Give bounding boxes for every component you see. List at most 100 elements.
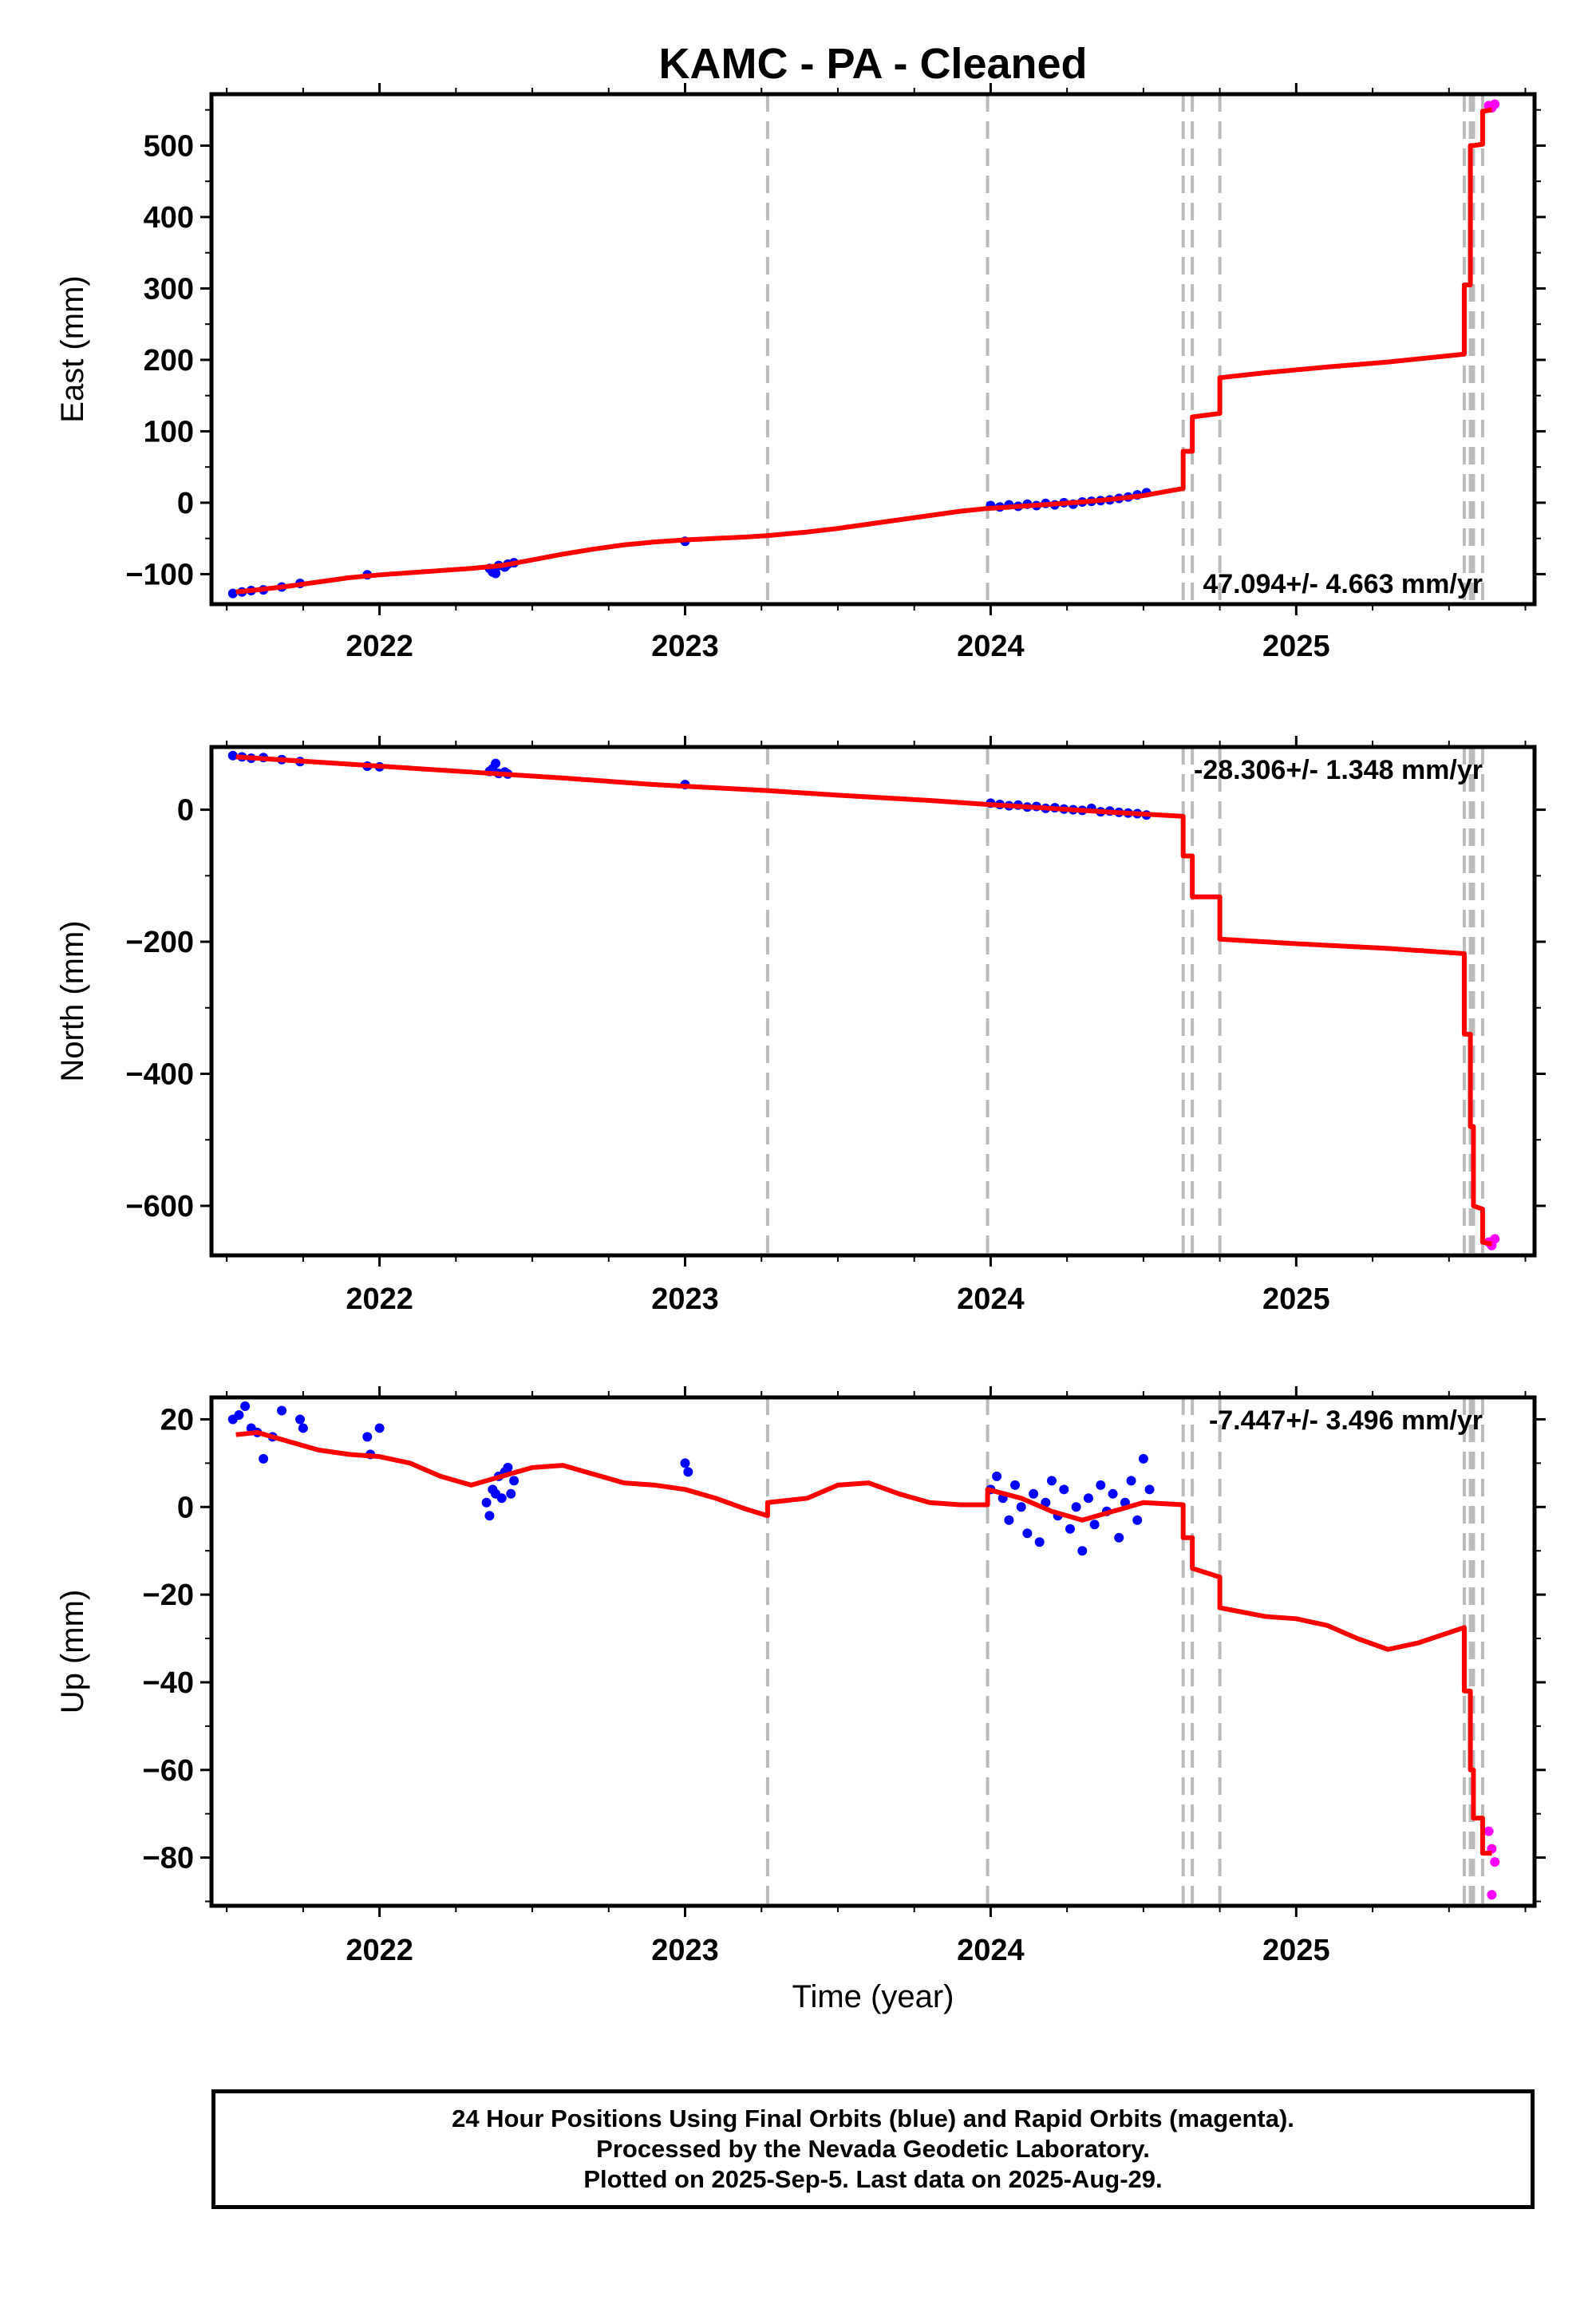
model-line bbox=[235, 1429, 1492, 1856]
rate-label: -28.306+/- 1.348 mm/yr bbox=[1194, 755, 1483, 785]
final-orbit-point bbox=[1010, 1480, 1021, 1490]
x-tick-label: 2023 bbox=[651, 630, 719, 663]
x-tick-label: 2024 bbox=[957, 1934, 1025, 1967]
x-tick-label: 2022 bbox=[346, 630, 413, 663]
y-tick-label: 300 bbox=[144, 272, 194, 306]
east-panel: −100 0 100 200 300 400 500 2022 2023 2024 2025 East… bbox=[55, 83, 1546, 663]
y-tick-label: 200 bbox=[144, 344, 194, 377]
final-orbit-point bbox=[298, 1423, 308, 1433]
model-line bbox=[235, 754, 1493, 1247]
final-orbit-point bbox=[295, 1414, 306, 1425]
model-line bbox=[235, 107, 1492, 595]
plot-area bbox=[227, 747, 1500, 1255]
x-tick-label: 2025 bbox=[1262, 630, 1330, 663]
y-axis-label: East (mm) bbox=[55, 275, 90, 422]
final-orbit-point bbox=[1047, 1476, 1057, 1486]
x-tick-label: 2024 bbox=[957, 1282, 1025, 1316]
final-orbit-point bbox=[1065, 1524, 1075, 1534]
y-tick-label: −60 bbox=[143, 1754, 194, 1788]
footer-box: 24 Hour Positions Using Final Orbits (bl… bbox=[211, 2089, 1535, 2209]
y-tick-label: −20 bbox=[143, 1579, 194, 1612]
y-tick-label: −200 bbox=[125, 926, 194, 959]
y-tick-label: −400 bbox=[125, 1058, 194, 1092]
y-tick-label: 0 bbox=[177, 1491, 194, 1524]
final-orbit-point bbox=[1004, 1515, 1014, 1525]
final-orbit-point bbox=[1016, 1502, 1026, 1512]
y-tick-label: 20 bbox=[160, 1403, 194, 1437]
x-tick-label: 2023 bbox=[651, 1282, 719, 1316]
final-orbit-point bbox=[683, 1467, 693, 1477]
y-tick-label: 0 bbox=[177, 487, 194, 520]
plot-frame bbox=[209, 745, 1537, 1258]
final-orbit-point bbox=[1132, 1515, 1143, 1525]
final-orbit-point bbox=[1029, 1488, 1039, 1499]
final-orbit-point bbox=[481, 1497, 492, 1508]
north-panel: −600 −400 −200 0 2022 2023 2024 2025 North (mm) -… bbox=[55, 736, 1546, 1316]
y-tick-label: −80 bbox=[143, 1842, 194, 1875]
y-tick-label: −600 bbox=[125, 1190, 194, 1223]
final-orbit-point bbox=[491, 568, 501, 579]
y-tick-label: 400 bbox=[144, 201, 194, 235]
final-orbit-point bbox=[680, 1458, 690, 1468]
x-tick-label: 2022 bbox=[346, 1282, 413, 1316]
x-tick-label: 2022 bbox=[346, 1934, 413, 1967]
rapid-orbit-point bbox=[1483, 1826, 1494, 1836]
final-orbit-point bbox=[1041, 1497, 1051, 1508]
up-panel: −80 −60 −40 −20 0 20 2022 2023 2024 2025 Up (mm) -7… bbox=[55, 1386, 1546, 1967]
plot-area bbox=[227, 94, 1500, 604]
x-tick-label: 2025 bbox=[1262, 1934, 1330, 1967]
rapid-orbit-point bbox=[1490, 1857, 1500, 1867]
x-tick-label: 2025 bbox=[1262, 1282, 1330, 1316]
final-orbit-point bbox=[1096, 1480, 1106, 1490]
final-orbit-point bbox=[1059, 1484, 1069, 1495]
final-orbit-point bbox=[1089, 1520, 1100, 1530]
final-orbit-point bbox=[234, 1409, 244, 1420]
final-orbit-point bbox=[506, 1488, 516, 1499]
final-orbit-point bbox=[240, 1401, 251, 1411]
final-orbit-point bbox=[509, 1476, 519, 1486]
final-orbit-point bbox=[992, 1471, 1002, 1481]
final-orbit-point bbox=[277, 1405, 287, 1416]
footer-line-1: 24 Hour Positions Using Final Orbits (bl… bbox=[452, 2105, 1294, 2132]
final-orbit-point bbox=[1114, 1532, 1124, 1543]
plot-area bbox=[227, 1397, 1500, 1906]
final-orbit-point bbox=[1138, 1453, 1148, 1464]
final-orbit-point bbox=[1022, 1528, 1033, 1539]
chart-title: KAMC - PA - Cleaned bbox=[658, 40, 1087, 88]
y-tick-label: 500 bbox=[144, 129, 194, 163]
rapid-orbit-point bbox=[1490, 1234, 1500, 1244]
footer-line-3: Plotted on 2025-Sep-5. Last data on 2025… bbox=[583, 2165, 1163, 2193]
final-orbit-point bbox=[1034, 1537, 1045, 1547]
final-orbit-point bbox=[374, 1423, 385, 1433]
y-axis-label: Up (mm) bbox=[55, 1590, 90, 1714]
plot-frame bbox=[209, 92, 1537, 607]
final-orbit-point bbox=[1077, 1546, 1088, 1556]
final-orbit-point bbox=[227, 588, 238, 599]
y-tick-label: 100 bbox=[144, 415, 194, 449]
final-orbit-point bbox=[484, 1511, 495, 1521]
plot-frame bbox=[209, 1395, 1537, 1908]
final-orbit-point bbox=[503, 1462, 513, 1472]
final-orbit-point bbox=[1144, 1484, 1155, 1495]
final-orbit-point bbox=[259, 1453, 269, 1464]
x-axis-label: Time (year) bbox=[792, 1979, 954, 2014]
y-axis-label: North (mm) bbox=[55, 920, 90, 1081]
final-orbit-point bbox=[496, 1493, 507, 1504]
final-orbit-point bbox=[1071, 1502, 1081, 1512]
final-orbit-point bbox=[227, 750, 238, 761]
x-tick-label: 2023 bbox=[651, 1934, 719, 1967]
x-tick-label: 2024 bbox=[957, 630, 1025, 663]
final-orbit-point bbox=[362, 1432, 373, 1442]
rapid-orbit-point bbox=[1487, 1890, 1497, 1900]
final-orbit-point bbox=[1083, 1493, 1093, 1504]
y-tick-label: −100 bbox=[125, 558, 194, 591]
y-tick-label: −40 bbox=[143, 1666, 194, 1700]
footer-line-2: Processed by the Nevada Geodetic Laborat… bbox=[596, 2135, 1150, 2163]
final-orbit-point bbox=[1126, 1476, 1136, 1486]
final-orbit-point bbox=[1108, 1488, 1118, 1499]
y-tick-label: 0 bbox=[177, 794, 194, 828]
final-orbit-point bbox=[491, 758, 501, 769]
rate-label: 47.094+/- 4.663 mm/yr bbox=[1203, 569, 1483, 599]
rate-label: -7.447+/- 3.496 mm/yr bbox=[1209, 1405, 1483, 1436]
